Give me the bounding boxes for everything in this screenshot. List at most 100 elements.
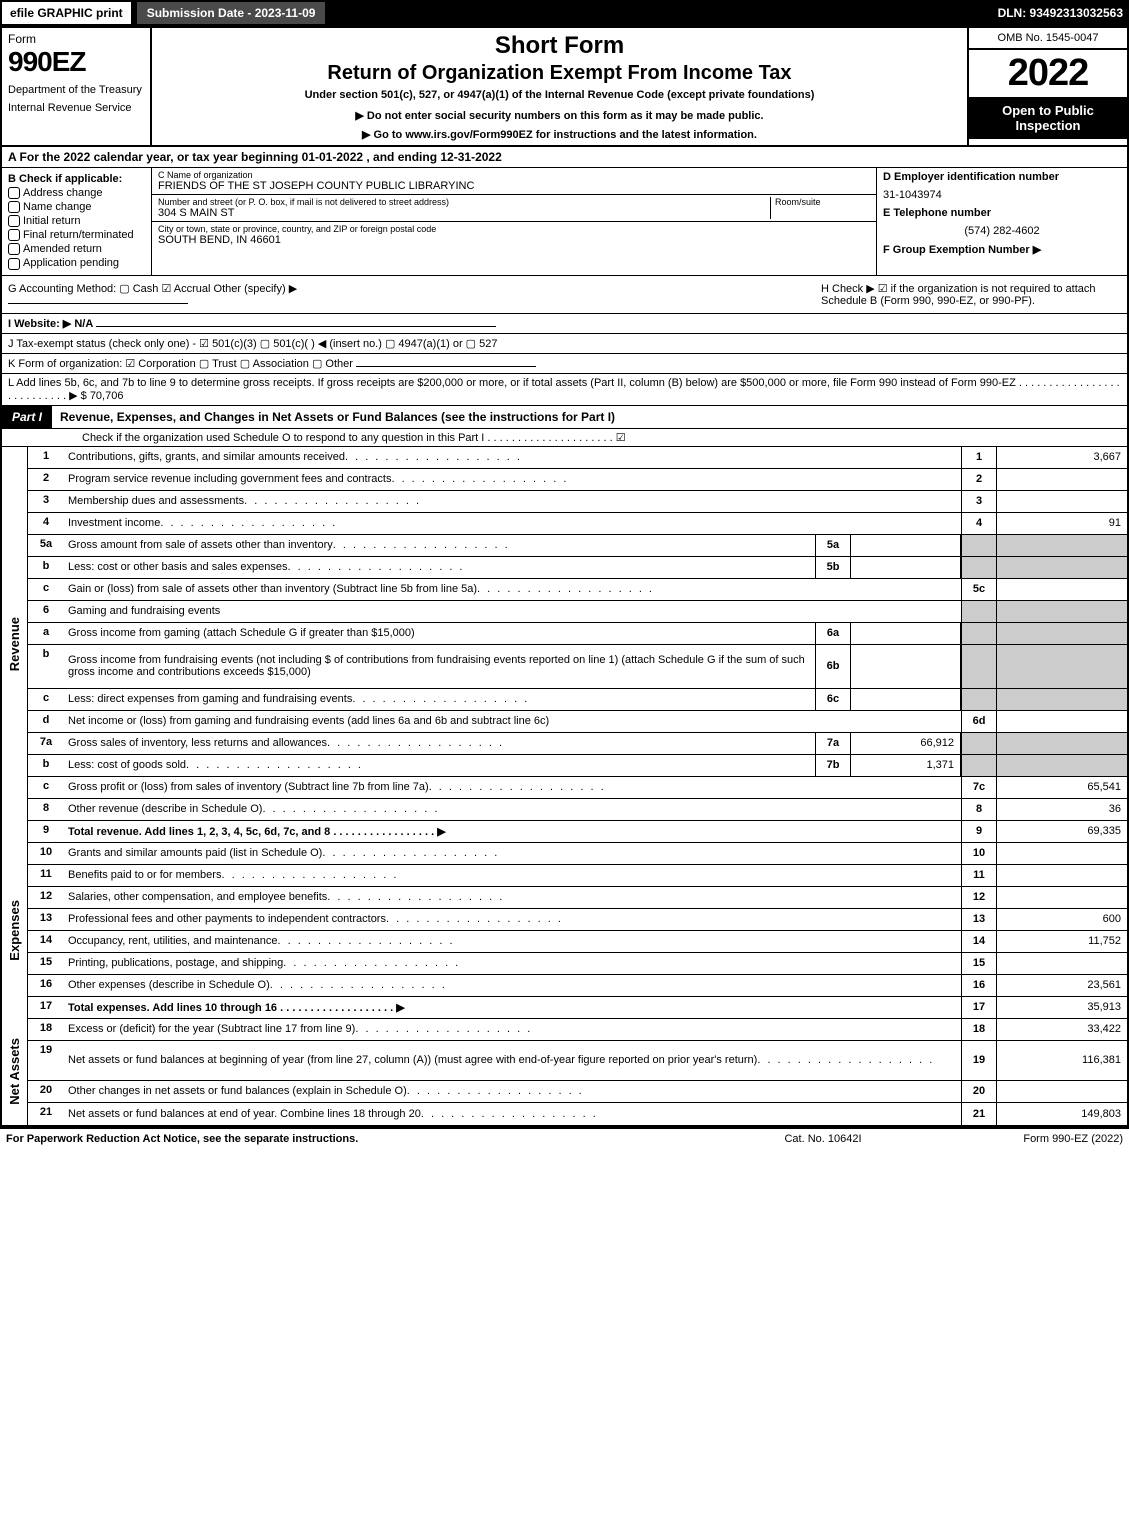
line-5b-val [851,557,961,578]
line-20-val [997,1081,1127,1102]
header-left: Form 990EZ Department of the Treasury In… [2,28,152,145]
top-bar: efile GRAPHIC print Submission Date - 20… [0,0,1129,26]
form-word: Form [8,32,144,46]
room-label: Room/suite [775,197,870,207]
line-11-val [997,865,1127,886]
chk-initial-return[interactable]: Initial return [8,215,145,227]
line-14-desc: Occupancy, rent, utilities, and maintena… [64,931,961,952]
org-name: FRIENDS OF THE ST JOSEPH COUNTY PUBLIC L… [158,180,870,192]
subtitle-section: Under section 501(c), 527, or 4947(a)(1)… [158,89,961,101]
line-3-desc: Membership dues and assessments [64,491,961,512]
line-18-val: 33,422 [997,1019,1127,1040]
line-6-desc: Gaming and fundraising events [64,601,961,622]
line-10-val [997,843,1127,864]
expenses-vlabel: Expenses [2,843,28,1019]
line-4-val: 91 [997,513,1127,534]
line-7b-desc: Less: cost of goods sold [64,755,815,776]
chk-address-change[interactable]: Address change [8,187,145,199]
chk-amended-return[interactable]: Amended return [8,243,145,255]
line-1-desc: Contributions, gifts, grants, and simila… [64,447,961,468]
line-17-desc: Total expenses. Add lines 10 through 16 … [64,997,961,1018]
chk-final-return[interactable]: Final return/terminated [8,229,145,241]
ein-value: 31-1043974 [877,186,1127,204]
form-container: Form 990EZ Department of the Treasury In… [0,26,1129,1127]
addr-value: 304 S MAIN ST [158,207,770,219]
line-16-val: 23,561 [997,975,1127,996]
line-7a-desc: Gross sales of inventory, less returns a… [64,733,815,754]
group-exemption-label: F Group Exemption Number ▶ [877,240,1127,259]
title-return: Return of Organization Exempt From Incom… [158,62,961,85]
form-header: Form 990EZ Department of the Treasury In… [2,28,1127,147]
addr-label: Number and street (or P. O. box, if mail… [158,197,770,207]
row-g-accounting: G Accounting Method: ▢ Cash ☑ Accrual Ot… [2,276,1127,314]
revenue-vlabel: Revenue [2,447,28,843]
line-3-val [997,491,1127,512]
dept-irs: Internal Revenue Service [8,102,144,114]
line-15-desc: Printing, publications, postage, and shi… [64,953,961,974]
ein-label: D Employer identification number [877,168,1127,186]
net-assets-section: Net Assets 18Excess or (deficit) for the… [2,1019,1127,1125]
inspection-badge: Open to Public Inspection [969,97,1127,139]
efile-label: efile GRAPHIC print [0,0,133,26]
line-9-val: 69,335 [997,821,1127,842]
line-9-desc: Total revenue. Add lines 1, 2, 3, 4, 5c,… [64,821,961,842]
tax-year: 2022 [969,50,1127,97]
line-16-desc: Other expenses (describe in Schedule O) [64,975,961,996]
row-i-website: I Website: ▶ N/A [2,314,1127,334]
section-bcdef: B Check if applicable: Address change Na… [2,168,1127,276]
line-6d-desc: Net income or (loss) from gaming and fun… [64,711,961,732]
line-17-val: 35,913 [997,997,1127,1018]
line-12-desc: Salaries, other compensation, and employ… [64,887,961,908]
line-7b-val: 1,371 [851,755,961,776]
dept-treasury: Department of the Treasury [8,84,144,96]
line-6c-desc: Less: direct expenses from gaming and fu… [64,689,815,710]
line-19-desc: Net assets or fund balances at beginning… [64,1041,961,1080]
row-h-schedule-b: H Check ▶ ☑ if the organization is not r… [821,282,1121,307]
line-21-val: 149,803 [997,1103,1127,1125]
line-4-desc: Investment income [64,513,961,534]
line-13-desc: Professional fees and other payments to … [64,909,961,930]
header-center: Short Form Return of Organization Exempt… [152,28,967,145]
row-a-calendar-year: A For the 2022 calendar year, or tax yea… [2,147,1127,168]
line-5b-desc: Less: cost or other basis and sales expe… [64,557,815,578]
line-2-desc: Program service revenue including govern… [64,469,961,490]
part-1-tag: Part I [2,406,52,428]
submission-date: Submission Date - 2023-11-09 [137,2,326,24]
city-label: City or town, state or province, country… [158,224,870,234]
omb-number: OMB No. 1545-0047 [969,28,1127,50]
footer-paperwork: For Paperwork Reduction Act Notice, see … [6,1133,723,1145]
subtitle-ssn-warning: ▶ Do not enter social security numbers o… [158,109,961,122]
line-14-val: 11,752 [997,931,1127,952]
line-6d-val [997,711,1127,732]
expenses-section: Expenses 10Grants and similar amounts pa… [2,843,1127,1019]
subtitle-irs-link: ▶ Go to www.irs.gov/Form990EZ for instru… [158,128,961,141]
row-k-form-org: K Form of organization: ☑ Corporation ▢ … [2,354,1127,374]
col-def: D Employer identification number 31-1043… [877,168,1127,275]
part-1-header: Part I Revenue, Expenses, and Changes in… [2,406,1127,429]
footer-formref: Form 990-EZ (2022) [923,1133,1123,1145]
footer-catno: Cat. No. 10642I [723,1133,923,1145]
part-1-title: Revenue, Expenses, and Changes in Net As… [52,410,615,424]
accounting-method: G Accounting Method: ▢ Cash ☑ Accrual Ot… [8,282,821,295]
line-8-desc: Other revenue (describe in Schedule O) [64,799,961,820]
line-7a-val: 66,912 [851,733,961,754]
line-1-val: 3,667 [997,447,1127,468]
line-12-val [997,887,1127,908]
line-8-val: 36 [997,799,1127,820]
line-6b-val [851,645,961,688]
line-5c-val [997,579,1127,600]
line-2-val [997,469,1127,490]
line-7c-desc: Gross profit or (loss) from sales of inv… [64,777,961,798]
page-footer: For Paperwork Reduction Act Notice, see … [0,1127,1129,1149]
dln-label: DLN: 93492313032563 [998,6,1129,20]
line-5c-desc: Gain or (loss) from sale of assets other… [64,579,961,600]
col-b-label: B Check if applicable: [8,173,145,185]
line-6b-desc: Gross income from fundraising events (no… [64,645,815,688]
netassets-vlabel: Net Assets [2,1019,28,1125]
line-11-desc: Benefits paid to or for members [64,865,961,886]
line-15-val [997,953,1127,974]
chk-application-pending[interactable]: Application pending [8,257,145,269]
chk-name-change[interactable]: Name change [8,201,145,213]
city-value: SOUTH BEND, IN 46601 [158,234,870,246]
line-5a-desc: Gross amount from sale of assets other t… [64,535,815,556]
